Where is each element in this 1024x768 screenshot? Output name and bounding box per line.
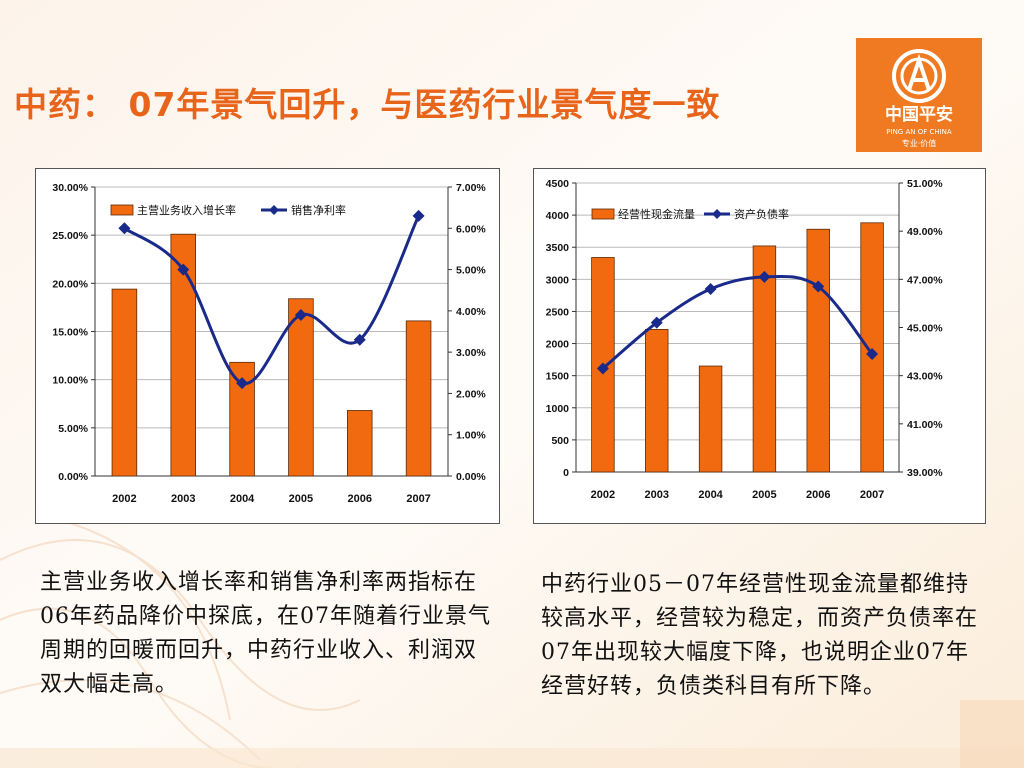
chart2-line-point-2006 [812,280,825,293]
chart1-right-tick-label: 5.00% [456,265,486,277]
chart1-x-tick-label: 2006 [348,493,372,505]
chart2-left-tick-label: 2000 [546,339,570,351]
chart2-left-tick-label: 0 [563,467,569,479]
slide-title: 中药： 07年景气回升，与医药行业景气度一致 [14,85,721,124]
chart1-right-tick-label: 0.00% [456,471,486,483]
chart1-right-tick-label: 1.00% [456,430,486,442]
chart2-line-point-2003 [650,316,663,329]
chart-growth-and-margin: 0.00% 5.00% 10.00% 15.00% 20.00% 25.00% 30.00%… [35,168,500,524]
chart1-bar-2002 [111,288,138,477]
chart1-left-tick-label: 20.00% [52,278,88,290]
chart2-legend-line-label: 资产负债率 [734,207,789,221]
chart2-left-tick-label: 1500 [546,371,570,383]
chart2-line-point-2002 [596,362,609,375]
chart2-right-tick-label: 41.00% [907,419,943,431]
chart-cashflow-and-leverage: 0 500 1000 1500 2000 2500 3000 3500 4000 4500 39.0… [533,168,986,524]
chart2-right-tick-label: 47.00% [907,274,943,286]
chart1-x-tick-label: 2002 [112,493,136,505]
chart1-x-tick-label: 2003 [171,493,195,505]
chart2-x-tick-label: 2005 [752,489,776,501]
chart2-left-tick-label: 4500 [546,178,570,190]
chart1-line-point-2003 [177,263,190,276]
logo-name: 中国平安 [885,104,953,125]
chart2-x-tick-label: 2004 [698,489,723,501]
chart2-right-tick-label: 39.00% [907,467,943,479]
chart1-line-point-2007 [412,209,425,222]
chart2-bar-2005 [752,245,777,473]
chart2-line-point-2005 [758,270,771,283]
chart1-line-point-2006 [353,333,366,346]
chart1-bar-2007 [405,320,432,477]
chart-cashflow-and-leverage-svg: 0 500 1000 1500 2000 2500 3000 3500 4000 4500 39.0… [546,178,944,501]
chart-growth-and-margin-svg: 0.00% 5.00% 10.00% 15.00% 20.00% 25.00% 30.00%… [52,182,486,505]
chart2-legend-bar-swatch [591,208,615,220]
chart1-legend-bar-label: 主营业务收入增长率 [137,203,236,217]
chart1-right-tick-label: 3.00% [456,347,486,359]
chart2-left-tick-label: 3500 [546,242,570,254]
chart1-left-tick-label: 10.00% [52,375,88,387]
chart2-line-series [601,274,874,370]
chart2-right-tick-label: 51.00% [907,178,943,190]
chart1-left-tick-label: 15.00% [52,327,88,339]
chart1-right-tick-label: 6.00% [456,223,486,235]
chart1-legend-bar-swatch [110,204,134,216]
chart2-bar-2006 [806,228,830,473]
chart2-left-tick-label: 4000 [546,210,570,222]
chart1-bar-2006 [346,410,373,477]
chart1-left-tick-label: 0.00% [58,471,88,483]
caption-right: 中药行业05－07年经营性现金流量都维持较高水平，经营较为稳定，而资产负债率在0… [541,572,979,699]
chart1-right-tick-label: 2.00% [456,388,486,400]
chart1-left-tick-label: 5.00% [58,423,88,435]
chart1-right-tick-label: 7.00% [456,182,486,194]
chart1-line-point-2004 [236,377,249,390]
chart1-legend-line-marker [269,205,279,215]
chart2-bar-2007 [860,222,884,473]
chart2-legend-bar-label: 经营性现金流量 [618,207,695,221]
chart2-right-tick-label: 45.00% [907,323,943,335]
chart1-line-series [123,215,420,385]
logo-slogan: 专业·价值 [902,138,937,148]
chart1-x-tick-label: 2007 [406,493,430,505]
chart2-bar-2004 [698,365,723,473]
chart1-legend-line-label: 销售净利率 [291,203,346,217]
logo-english: PING AN OF CHINA [886,128,952,136]
chart2-x-tick-label: 2007 [860,489,884,501]
chart2-right-tick-label: 43.00% [907,371,943,383]
chart2-bar-2003 [645,329,669,473]
chart1-line-point-2002 [118,222,131,235]
chart1-left-tick-label: 30.00% [52,182,88,194]
caption-left: 主营业务收入增长率和销售净利率两指标在06年药品降价中探底，在07年随着行业景气… [40,570,491,697]
chart2-left-tick-label: 1000 [546,403,570,415]
chart1-bar-2005 [288,298,314,477]
chart2-x-tick-label: 2003 [645,489,669,501]
chart2-left-tick-label: 3000 [546,274,570,286]
chart2-left-tick-label: 500 [551,435,569,447]
chart1-line-point-2005 [294,308,307,321]
chart1-left-tick-label: 25.00% [52,230,88,242]
chart2-legend-line-marker [712,209,722,219]
chart2-line-point-2004 [704,282,717,295]
chart2-x-tick-label: 2006 [806,489,830,501]
chart1-x-tick-label: 2004 [230,493,255,505]
chart2-right-tick-label: 49.00% [907,226,943,238]
chart2-line-point-2007 [866,347,879,360]
chart2-left-tick-label: 2500 [546,306,570,318]
chart1-right-tick-label: 4.00% [456,306,486,318]
chart1-x-tick-label: 2005 [289,493,313,505]
ping-an-logo: 中国平安 PING AN OF CHINA 专业·价值 [856,38,982,152]
chart2-x-tick-label: 2002 [591,489,615,501]
